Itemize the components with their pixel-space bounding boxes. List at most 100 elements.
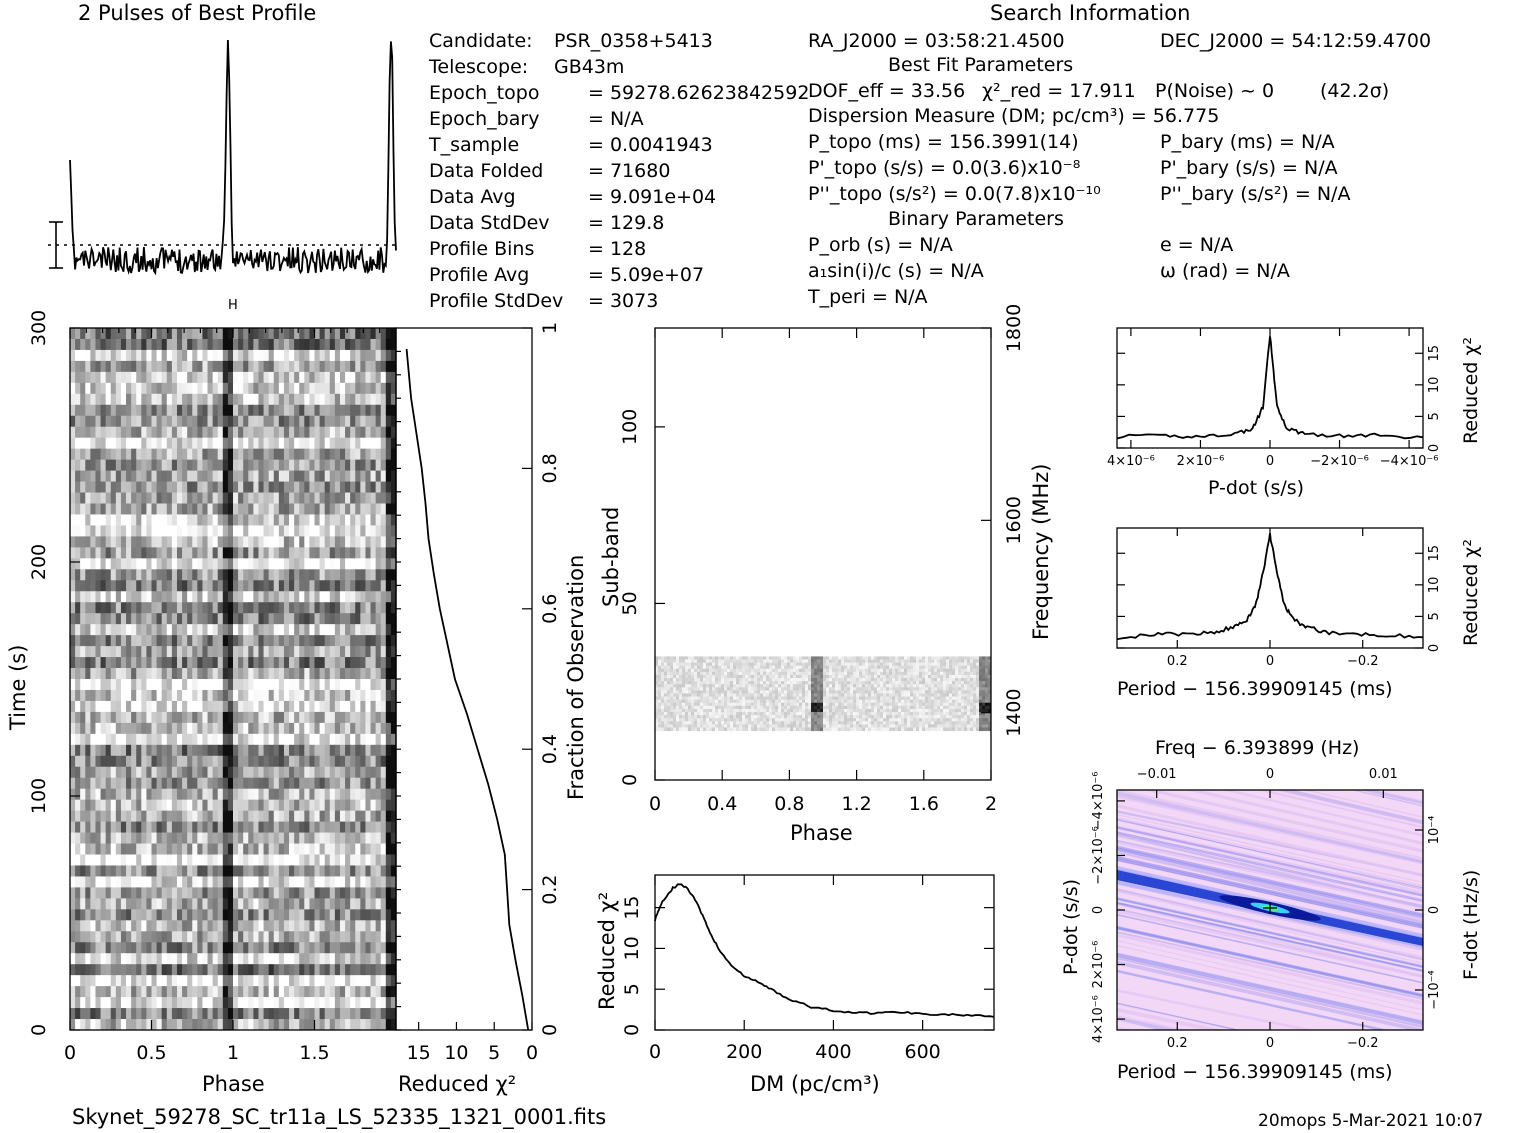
tp-cell: [304, 810, 310, 823]
sb-cell: [958, 674, 962, 679]
tp-cell: [100, 602, 107, 614]
tp-cell: [120, 415, 127, 428]
sb-cell: [853, 665, 857, 670]
tp-cell: [227, 657, 234, 669]
tp-cell: [171, 689, 178, 702]
tp-cell: [217, 953, 224, 965]
sb-cell: [964, 662, 968, 667]
tp-cell: [136, 997, 142, 1009]
tp-cell: [141, 547, 147, 559]
tp-cell: [273, 722, 280, 735]
tp-cell: [207, 733, 214, 746]
tp-cell: [248, 668, 254, 680]
tp-cell: [90, 393, 97, 406]
sb-cell: [835, 668, 839, 673]
tp-cell: [385, 448, 392, 461]
sb-cell: [676, 659, 680, 664]
sb-cell: [772, 674, 776, 679]
sb-cell: [952, 662, 956, 667]
tp-cell: [141, 942, 147, 954]
sb-cell: [751, 668, 755, 673]
tp-cell: [70, 470, 76, 483]
tp-cell: [324, 898, 331, 910]
sb-cell: [850, 668, 854, 673]
tp-cell: [207, 909, 214, 921]
tp-cell: [222, 975, 229, 987]
tp-cell: [380, 591, 387, 603]
tp-cell: [161, 920, 168, 932]
tp-cell: [146, 360, 153, 373]
tp-cell: [187, 821, 193, 834]
tp-cell: [329, 733, 336, 746]
sb-cell: [754, 671, 758, 676]
tp-cell: [85, 613, 91, 625]
tp-cell: [187, 942, 193, 954]
tp-cell: [202, 668, 209, 680]
tp-cell: [70, 481, 76, 494]
sb-cell: [883, 662, 887, 667]
tp-cell: [243, 821, 249, 834]
tp-cell: [110, 986, 117, 998]
tp-cell: [263, 799, 270, 812]
tp-cell: [126, 887, 132, 899]
tp-cell: [375, 689, 382, 702]
tp-cell: [207, 569, 214, 581]
tp-cell: [355, 700, 361, 713]
tp-cell: [212, 788, 219, 801]
tp-cell: [187, 492, 193, 505]
tp-cell: [324, 1008, 331, 1020]
tp-cell: [263, 536, 270, 548]
sb-cell: [883, 656, 887, 660]
sb-cell: [946, 665, 950, 670]
tp-cell: [233, 755, 239, 768]
tp-cell: [248, 349, 254, 362]
tp-cell: [161, 503, 168, 516]
tp-cell: [375, 580, 382, 592]
tp-cell: [90, 437, 97, 450]
tp-cell: [380, 854, 387, 867]
tp-cell: [370, 810, 377, 823]
tp-cell: [105, 788, 112, 801]
tp-cell: [85, 635, 91, 647]
tp-cell: [345, 338, 351, 351]
tp-cell: [75, 591, 81, 603]
tp-cell: [202, 700, 209, 713]
tp-cell: [207, 997, 214, 1009]
tp-cell: [156, 404, 163, 417]
sb-cell: [922, 665, 926, 670]
tp-cell: [156, 602, 163, 614]
tp-cell: [115, 909, 122, 921]
sb-cell: [733, 668, 737, 673]
tp-cell: [156, 448, 163, 461]
tp-cell: [166, 700, 173, 713]
tp-cell: [339, 448, 346, 461]
tp-cell: [258, 843, 265, 856]
tp-cell: [380, 328, 387, 340]
tp-cell: [115, 821, 122, 834]
tp-cell: [120, 668, 127, 680]
tp-cell: [365, 328, 372, 340]
tp-cell: [350, 514, 356, 527]
tp-cell: [350, 558, 356, 570]
tp-cell: [105, 810, 112, 823]
tp-cell: [182, 953, 188, 965]
tp-cell: [187, 964, 193, 976]
tp-cell: [75, 975, 81, 987]
tp-cell: [156, 887, 163, 899]
tp-cell: [268, 997, 275, 1009]
tp-cell: [192, 986, 198, 998]
tp-cell: [131, 459, 137, 472]
tp-cell: [253, 788, 260, 801]
sb-cell: [859, 674, 863, 679]
tp-cell: [233, 525, 239, 538]
tp-cell: [105, 646, 112, 658]
tp-cell: [115, 953, 122, 965]
tp-cell: [248, 646, 254, 658]
tp-cell: [222, 481, 229, 494]
tp-cell: [222, 569, 229, 581]
tp-cell: [136, 832, 142, 845]
tp-cell: [375, 349, 382, 362]
tp-cell: [146, 997, 153, 1009]
sb-cell: [880, 662, 884, 667]
tp-cell: [380, 920, 387, 932]
